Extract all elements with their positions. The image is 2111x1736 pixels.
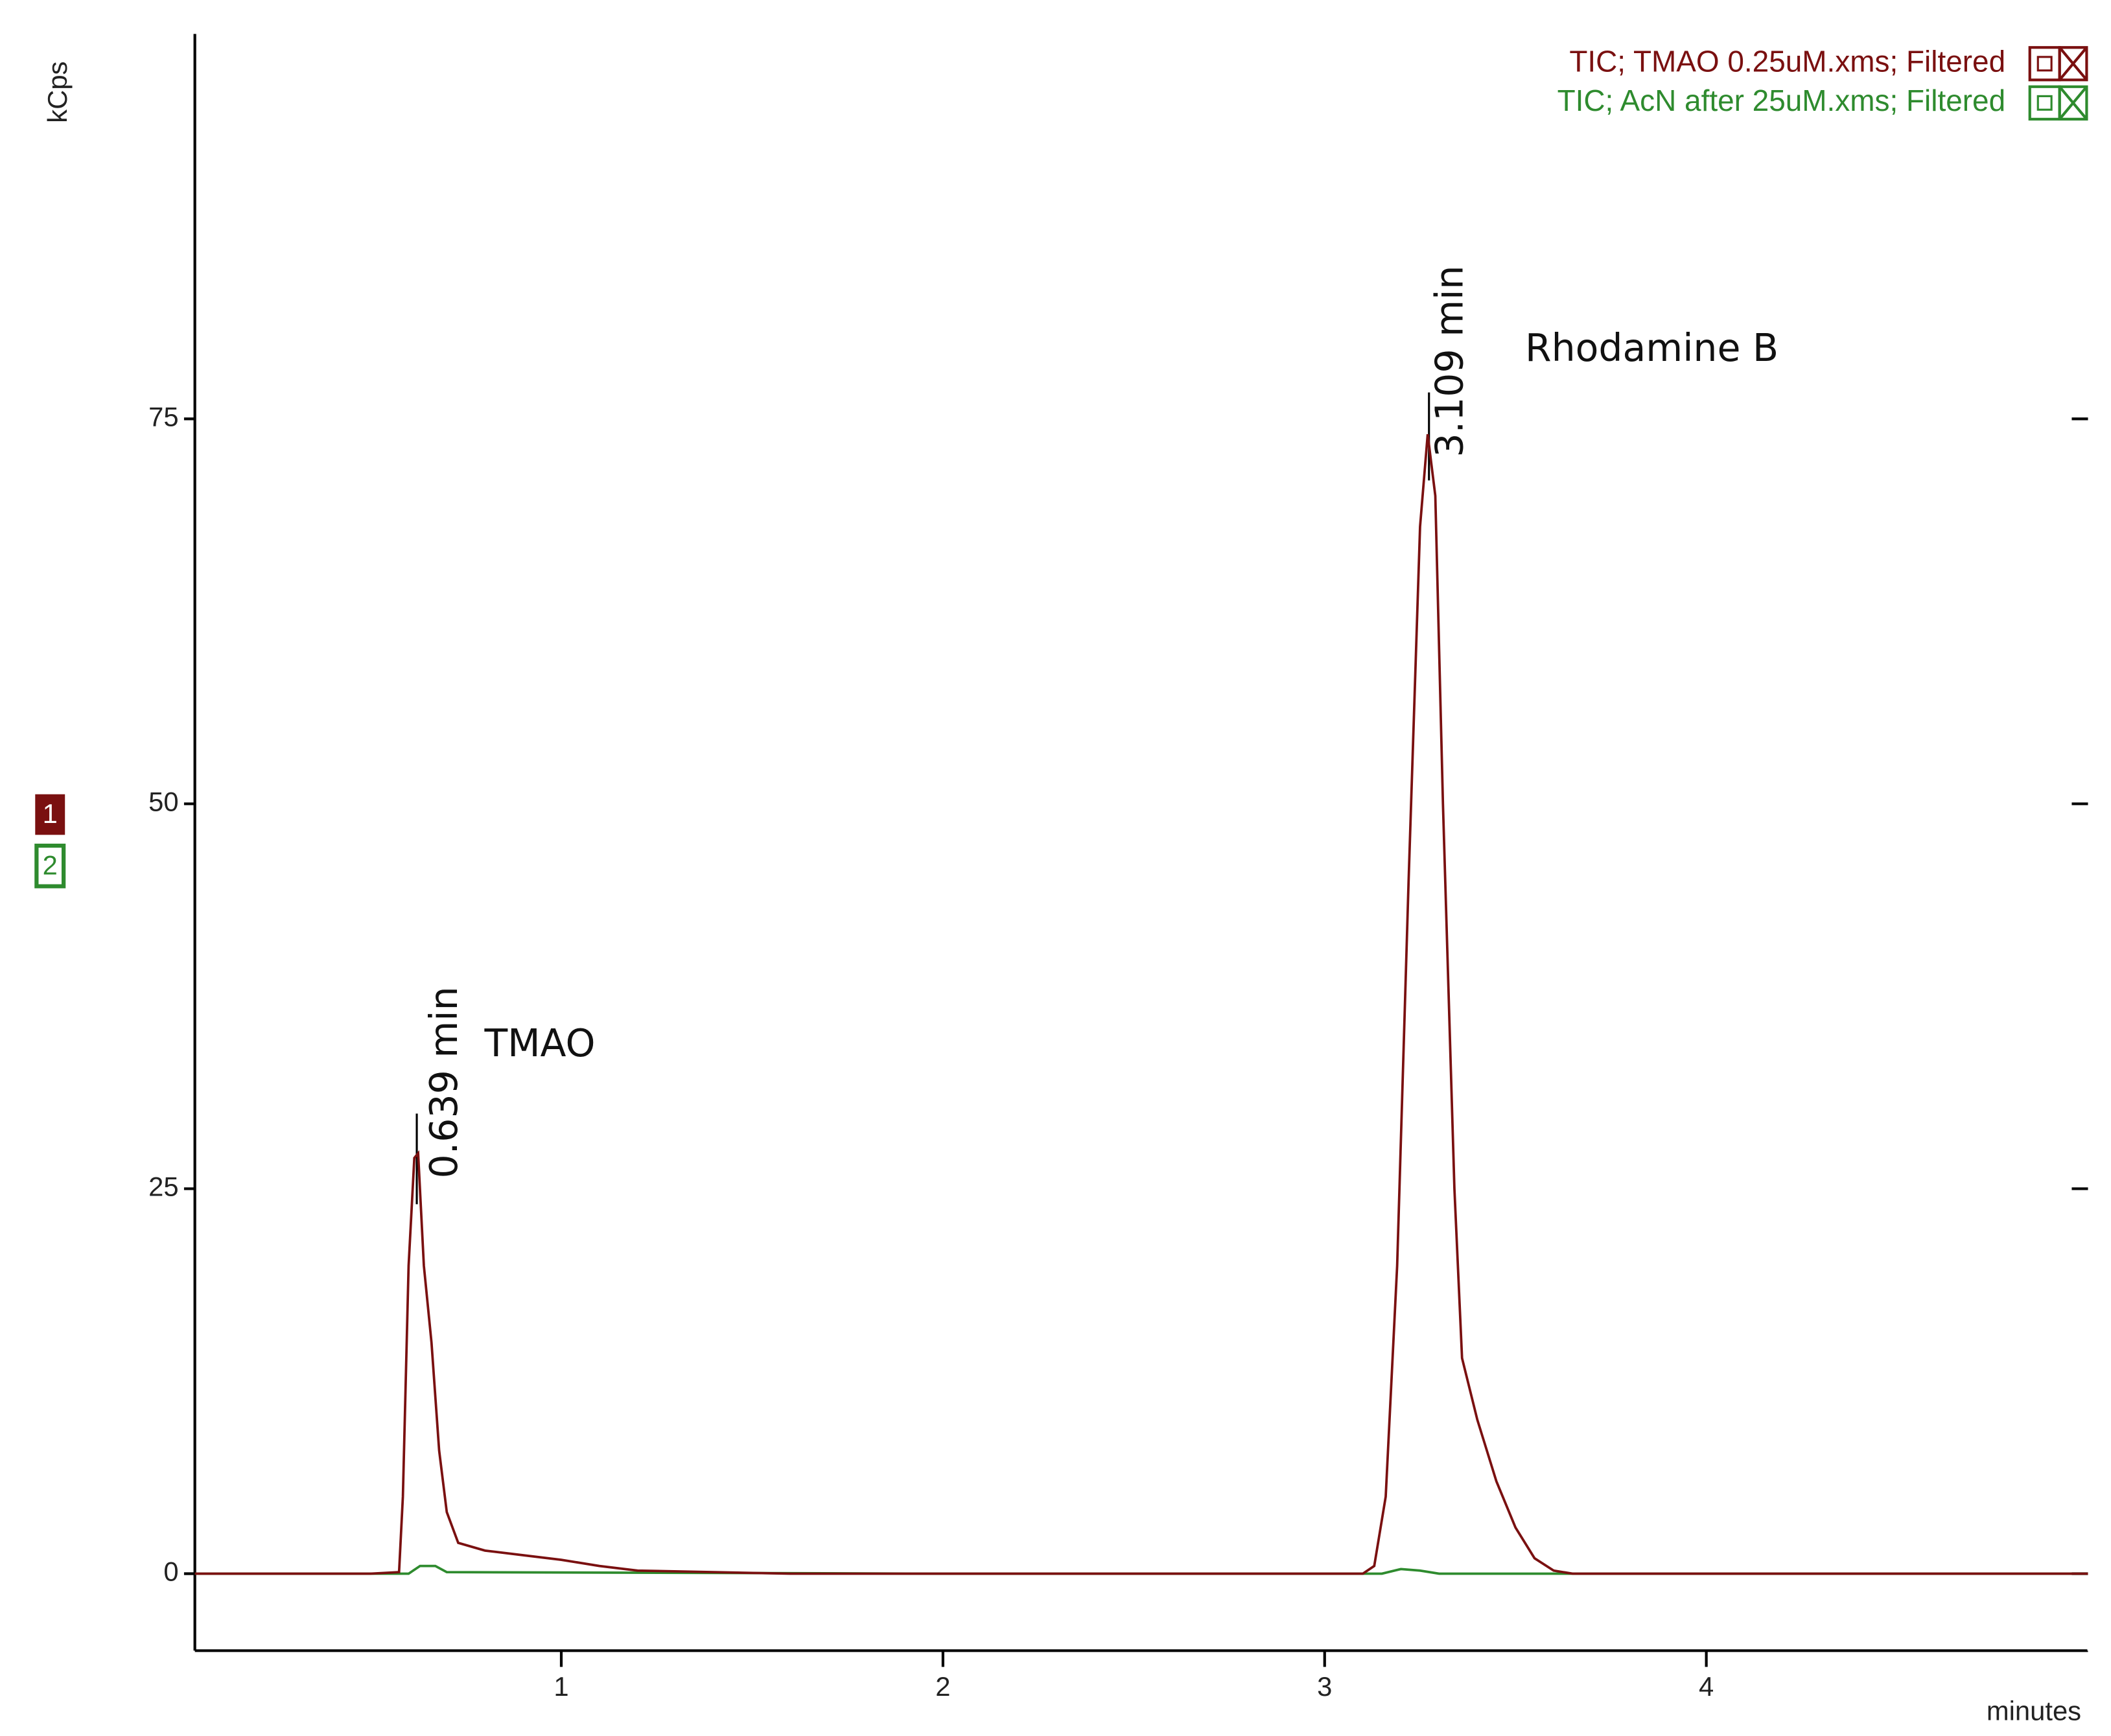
trace-badges: 1 2 — [34, 794, 66, 888]
legend-close — [2058, 46, 2088, 82]
badge-label: 2 — [43, 850, 58, 880]
x-tick-label: 1 — [554, 1671, 568, 1702]
badge — [35, 794, 65, 835]
legend-box-inner — [2036, 95, 2053, 111]
series-line — [194, 434, 2088, 1575]
x-axis-label: minutes — [1987, 1695, 2081, 1726]
badge-label: 1 — [43, 798, 58, 829]
x-tick-label: 2 — [935, 1671, 950, 1702]
x-tick-label: 4 — [1699, 1671, 1714, 1702]
legend-label: TIC; AcN after 25uM.xms; Filtered — [1557, 84, 2006, 117]
legend-close — [2058, 85, 2088, 121]
x-tick-label: 3 — [1317, 1671, 1332, 1702]
y-tick-label: 25 — [148, 1171, 178, 1201]
y-tick-label: 0 — [163, 1557, 178, 1587]
annotation: TMAO — [484, 1021, 595, 1065]
y-axis-label: kCps — [42, 62, 73, 123]
y-tick-label: 50 — [148, 786, 178, 816]
y-tick-label: 75 — [148, 401, 178, 432]
legend-box-inner — [2036, 56, 2053, 72]
legend-label: TIC; TMAO 0.25uM.xms; Filtered — [1569, 44, 2005, 78]
badge — [34, 843, 66, 888]
annotation: 3.109 min — [1427, 266, 1471, 457]
annotation: Rhodamine B — [1525, 326, 1779, 370]
legend-box — [2028, 46, 2061, 82]
legend-box — [2028, 85, 2061, 121]
annotation: 0.639 min — [422, 986, 466, 1178]
